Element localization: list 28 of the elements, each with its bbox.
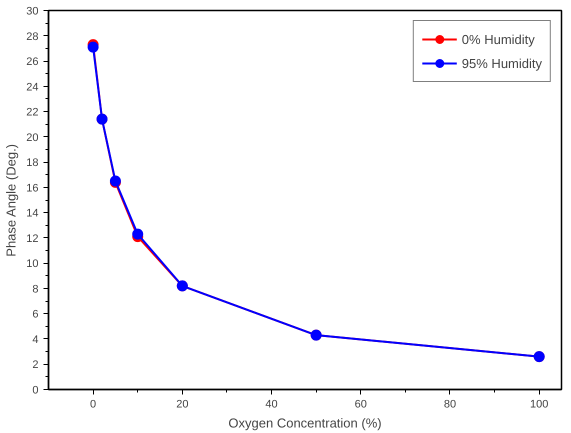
y-tick-label: 2 <box>32 359 39 372</box>
x-tick-label: 80 <box>444 398 456 410</box>
y-tick-label: 18 <box>26 157 39 170</box>
y-tick-label: 30 <box>26 6 39 18</box>
y-tick-label: 14 <box>26 208 39 220</box>
y-tick-label: 22 <box>26 106 39 119</box>
y-axis-title: Phase Angle (Deg.) <box>3 144 18 257</box>
y-tick-label: 16 <box>26 182 39 194</box>
y-tick-label: 12 <box>26 232 39 245</box>
x-tick-label: 60 <box>354 398 367 410</box>
y-tick-label: 6 <box>32 308 39 321</box>
y-tick-label: 24 <box>26 81 39 94</box>
x-tick-label: 20 <box>176 398 188 410</box>
y-tick-label: 28 <box>26 30 39 43</box>
point <box>88 42 99 53</box>
y-tick-label: 10 <box>26 258 39 270</box>
y-tick-label: 4 <box>32 334 39 346</box>
x-tick-label: 100 <box>530 398 548 410</box>
y-tick-label: 20 <box>26 132 39 144</box>
y-tick-label: 26 <box>26 56 39 68</box>
legend-label: 95% Humidity <box>462 56 542 70</box>
y-tick-label: 0 <box>32 384 39 396</box>
x-tick-label: 40 <box>265 398 278 410</box>
point <box>132 228 144 240</box>
x-tick-label: 0 <box>90 398 96 410</box>
x-axis-title: Oxygen Concentration (%) <box>228 416 382 430</box>
legend-label: 0% Humidity <box>462 32 535 46</box>
y-tick-label: 8 <box>32 283 39 296</box>
